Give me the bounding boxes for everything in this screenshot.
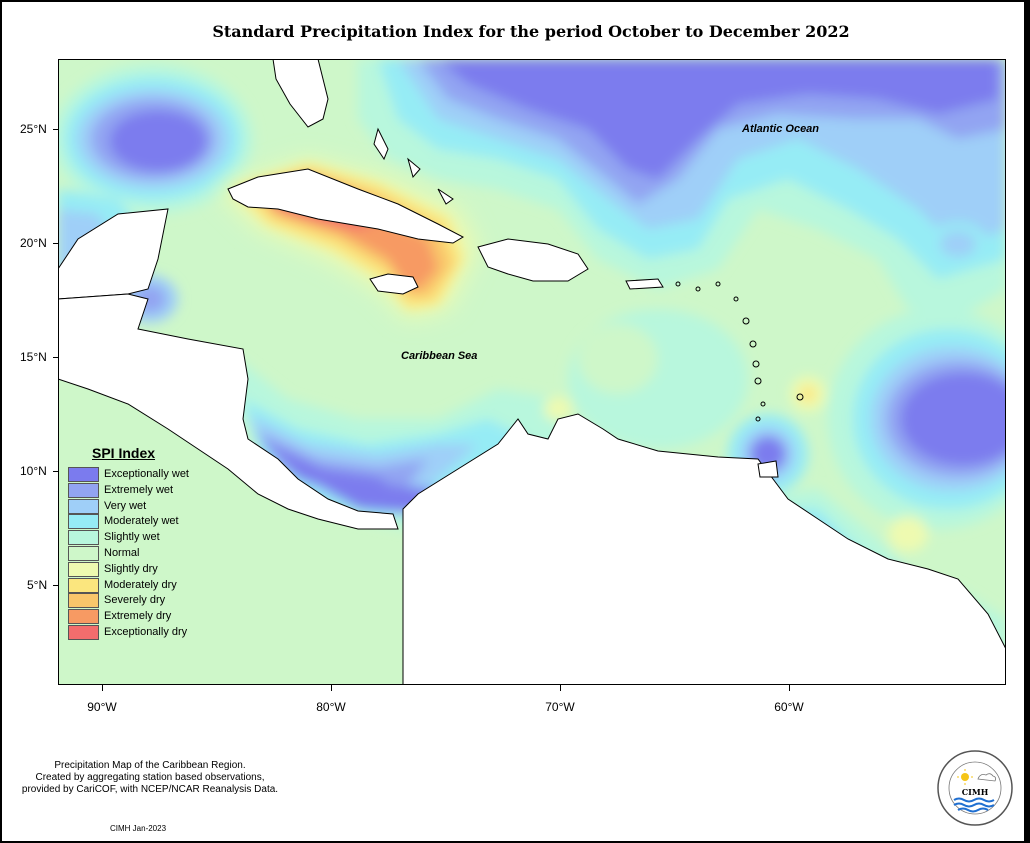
legend-label: Moderately dry: [104, 578, 177, 591]
credit-text: CIMH Jan-2023: [110, 824, 167, 833]
legend-swatch: [68, 546, 99, 561]
cimh-logo: CIMH: [936, 749, 1014, 827]
logo-text: CIMH: [962, 787, 989, 797]
lat-label-15n: 15°N: [20, 350, 47, 364]
legend-label: Moderately wet: [104, 515, 179, 528]
legend-swatch: [68, 593, 99, 609]
lat-label-5n: 5°N: [27, 578, 48, 592]
legend-item: Slightly dry: [68, 561, 218, 578]
lon-label-90w: 90°W: [87, 700, 117, 714]
legend-swatch: [68, 482, 99, 498]
legend-item: Normal: [68, 546, 218, 562]
legend-swatch: [68, 625, 99, 640]
legend-label: Extremely dry: [104, 610, 172, 623]
cimh-logo-icon: CIMH: [937, 750, 1013, 826]
lat-label-10n: 10°N: [20, 464, 47, 478]
lat-tick: [53, 471, 58, 472]
lat-tick: [53, 357, 58, 358]
lesser-antilles: [675, 281, 804, 422]
legend-label: Exceptionally wet: [104, 468, 189, 480]
lon-label-70w: 70°W: [545, 700, 575, 714]
legend-item: Exceptionally dry: [68, 625, 218, 641]
lat-tick: [53, 585, 58, 586]
legend-label: Very wet: [104, 499, 147, 512]
caribbean-sea-label: Caribbean Sea: [401, 350, 478, 362]
atlantic-ocean-label: Atlantic Ocean: [742, 123, 820, 135]
legend-item: Severely dry: [68, 593, 218, 609]
lon-tick: [560, 685, 561, 691]
lon-label-60w: 60°W: [774, 700, 804, 714]
legend-label: Slightly dry: [104, 562, 158, 575]
lon-tick: [331, 685, 332, 691]
legend-swatch: [68, 467, 99, 482]
legend-swatch: [68, 577, 99, 593]
legend-swatch: [68, 609, 99, 625]
legend-swatch: [68, 514, 99, 530]
legend-label: Slightly wet: [104, 531, 160, 544]
lat-tick: [53, 129, 58, 130]
lon-tick: [102, 685, 103, 691]
lat-label-20n: 20°N: [20, 236, 47, 250]
legend-item: Extremely dry: [68, 609, 218, 625]
legend-label: Normal: [104, 547, 140, 559]
legend-label: Exceptionally dry: [104, 626, 188, 638]
map-title: Standard Precipitation Index for the per…: [212, 22, 850, 41]
legend-swatch: [68, 498, 99, 514]
legend-item: Moderately wet: [68, 514, 218, 530]
lon-label-80w: 80°W: [316, 700, 346, 714]
note-line: Created by aggregating station based obs…: [35, 772, 265, 783]
spi-map: [58, 59, 1006, 685]
map-notes: Precipitation Map of the Caribbean Regio…: [10, 760, 290, 796]
lon-tick: [789, 685, 790, 691]
legend-item: Slightly wet: [68, 530, 218, 546]
legend-label: Extremely wet: [104, 483, 174, 496]
legend-title: SPI Index: [92, 445, 156, 461]
legend-item: Moderately dry: [68, 577, 218, 594]
legend-swatch: [68, 561, 99, 577]
spi-legend: SPI Index Exceptionally wet Extremely wet…: [68, 445, 208, 640]
legend-item: Very wet: [68, 498, 218, 515]
legend-swatch: [68, 530, 99, 546]
legend-label: Severely dry: [104, 594, 166, 607]
legend-item: Exceptionally wet: [68, 467, 218, 483]
spi-map-canvas: [58, 59, 1006, 685]
legend-item: Extremely wet: [68, 482, 218, 499]
lat-label-25n: 25°N: [20, 122, 47, 136]
lat-tick: [53, 243, 58, 244]
note-line: provided by CariCOF, with NCEP/NCAR Rean…: [21, 784, 279, 795]
land-masses: [58, 59, 1006, 685]
note-line: Precipitation Map of the Caribbean Regio…: [54, 760, 246, 771]
